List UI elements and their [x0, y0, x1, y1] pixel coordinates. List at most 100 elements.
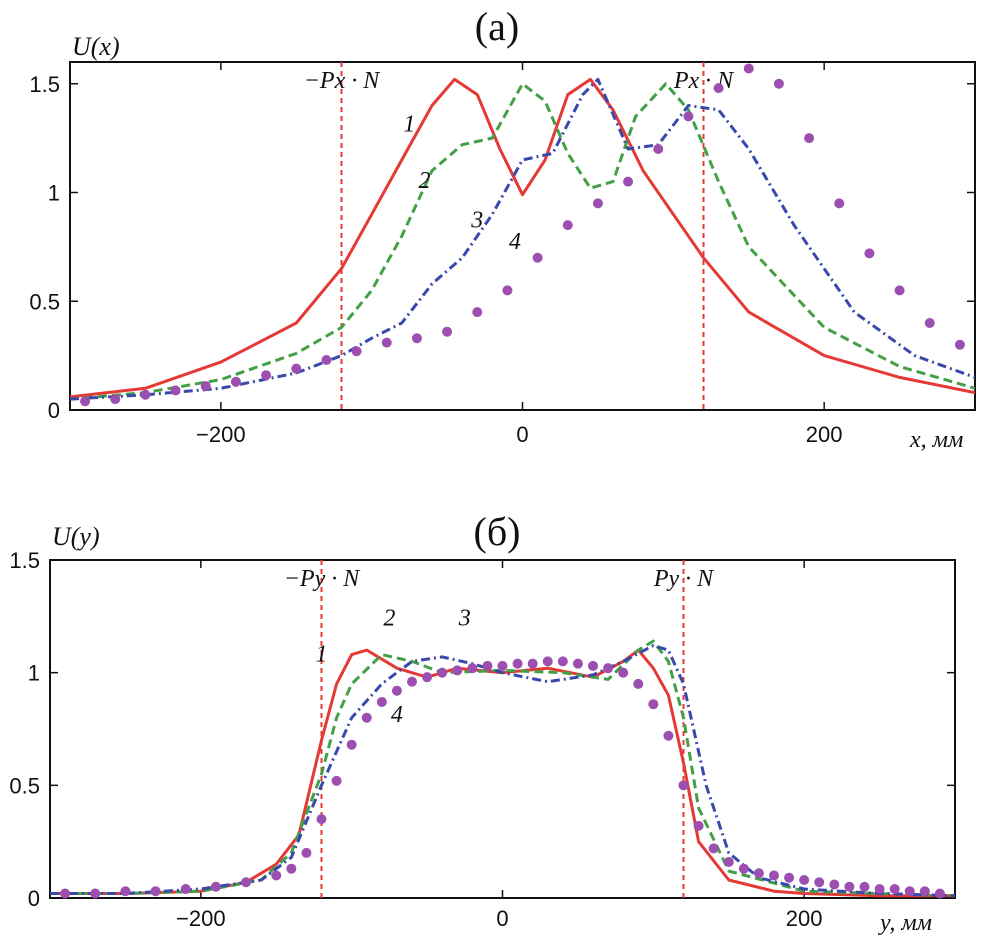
y-axis-label: U(x) — [72, 32, 120, 61]
data-point — [452, 665, 463, 676]
data-point — [859, 881, 870, 892]
series-1-line — [70, 77, 975, 399]
curve-label-3: 3 — [458, 605, 471, 631]
data-point — [678, 780, 689, 791]
data-point — [603, 663, 614, 674]
y-tick-label: 1 — [28, 661, 40, 686]
data-point — [316, 814, 327, 825]
x-tick-label: 0 — [496, 906, 508, 931]
data-point — [683, 111, 694, 122]
marker-label: Px · N — [673, 68, 735, 94]
data-point — [346, 739, 357, 750]
y-tick-label: 0.5 — [9, 773, 40, 798]
series-1-line — [50, 648, 955, 898]
y-tick-label: 0 — [28, 886, 40, 911]
data-point — [407, 676, 417, 687]
y-axis-label: U(y) — [52, 522, 100, 551]
marker-label: Py · N — [653, 566, 715, 592]
data-point — [411, 333, 422, 344]
y-tick-label: 0 — [48, 398, 60, 423]
data-point — [844, 881, 855, 892]
curve-label-2: 2 — [383, 605, 395, 631]
series-3-line — [70, 77, 975, 401]
data-point — [773, 78, 784, 89]
data-point — [814, 877, 825, 888]
x-axis-label: y, мм — [878, 910, 932, 936]
curve-label-4: 4 — [509, 229, 521, 255]
data-point — [648, 699, 659, 710]
x-tick-label: 200 — [786, 906, 823, 931]
data-point — [512, 658, 523, 669]
y-tick-label: 1.5 — [9, 548, 40, 573]
data-point — [482, 660, 493, 671]
data-point — [80, 396, 91, 407]
y-tick-label: 1 — [48, 181, 60, 206]
data-point — [542, 656, 553, 667]
data-point — [110, 394, 121, 405]
data-point — [738, 863, 749, 874]
data-point — [271, 870, 282, 881]
curve-label-4: 4 — [391, 702, 403, 728]
chart-a: (а) U(x) x, мм −200 0 200 0 0.5 1 1.5 −Px · N Px · … — [29, 4, 976, 453]
data-point — [623, 176, 634, 187]
data-point — [889, 883, 900, 894]
data-point — [753, 868, 764, 879]
data-point — [934, 888, 945, 899]
plot-frame — [49, 559, 956, 899]
data-point — [693, 820, 704, 831]
x-tick-label: −200 — [196, 422, 246, 447]
data-point — [230, 376, 241, 387]
data-point — [557, 656, 568, 667]
curve-label-1: 1 — [316, 641, 328, 667]
data-point — [180, 883, 191, 894]
data-point — [562, 220, 573, 231]
data-point — [472, 307, 483, 318]
data-point — [90, 888, 101, 899]
data-point — [588, 660, 598, 671]
y-tick-label: 0.5 — [29, 289, 60, 314]
data-point — [321, 354, 332, 365]
series-4 — [80, 63, 965, 407]
data-point — [799, 874, 810, 885]
data-point — [723, 856, 734, 867]
chart-title: (а) — [475, 4, 519, 49]
y-tick-label: 1.5 — [29, 72, 60, 97]
curve-label-3: 3 — [470, 207, 483, 233]
data-point — [653, 144, 664, 154]
data-point — [301, 847, 312, 858]
x-tick-label: 0 — [516, 422, 528, 447]
data-point — [894, 285, 905, 296]
x-axis-label: x, мм — [909, 427, 963, 453]
chart-b: (б) U(y) y, мм −200 0 200 0 0.5 1 1.5 −Py · N Py · … — [9, 509, 956, 936]
data-point — [241, 877, 252, 888]
data-point — [150, 886, 161, 897]
data-point — [804, 133, 815, 144]
data-point — [331, 775, 342, 786]
x-tick-label: 200 — [806, 422, 843, 447]
series-2-line — [70, 82, 975, 401]
marker-label: −Py · N — [284, 566, 362, 592]
data-point — [200, 381, 211, 392]
chart-title: (б) — [474, 509, 521, 554]
series-3-line — [50, 644, 955, 898]
plot-frame — [69, 61, 976, 411]
data-point — [954, 339, 965, 350]
data-point — [442, 326, 453, 337]
data-point — [924, 318, 935, 328]
data-point — [391, 685, 402, 696]
data-point — [291, 363, 302, 374]
data-point — [361, 712, 372, 723]
data-point — [532, 252, 543, 263]
data-point — [829, 879, 840, 890]
data-point — [351, 346, 362, 357]
data-point — [527, 658, 538, 669]
data-point — [210, 881, 221, 892]
data-point — [286, 863, 297, 874]
data-point — [592, 198, 603, 209]
data-point — [376, 696, 387, 707]
data-point — [663, 730, 674, 741]
series-4 — [60, 656, 945, 899]
data-point — [120, 886, 131, 897]
data-point — [864, 248, 875, 259]
